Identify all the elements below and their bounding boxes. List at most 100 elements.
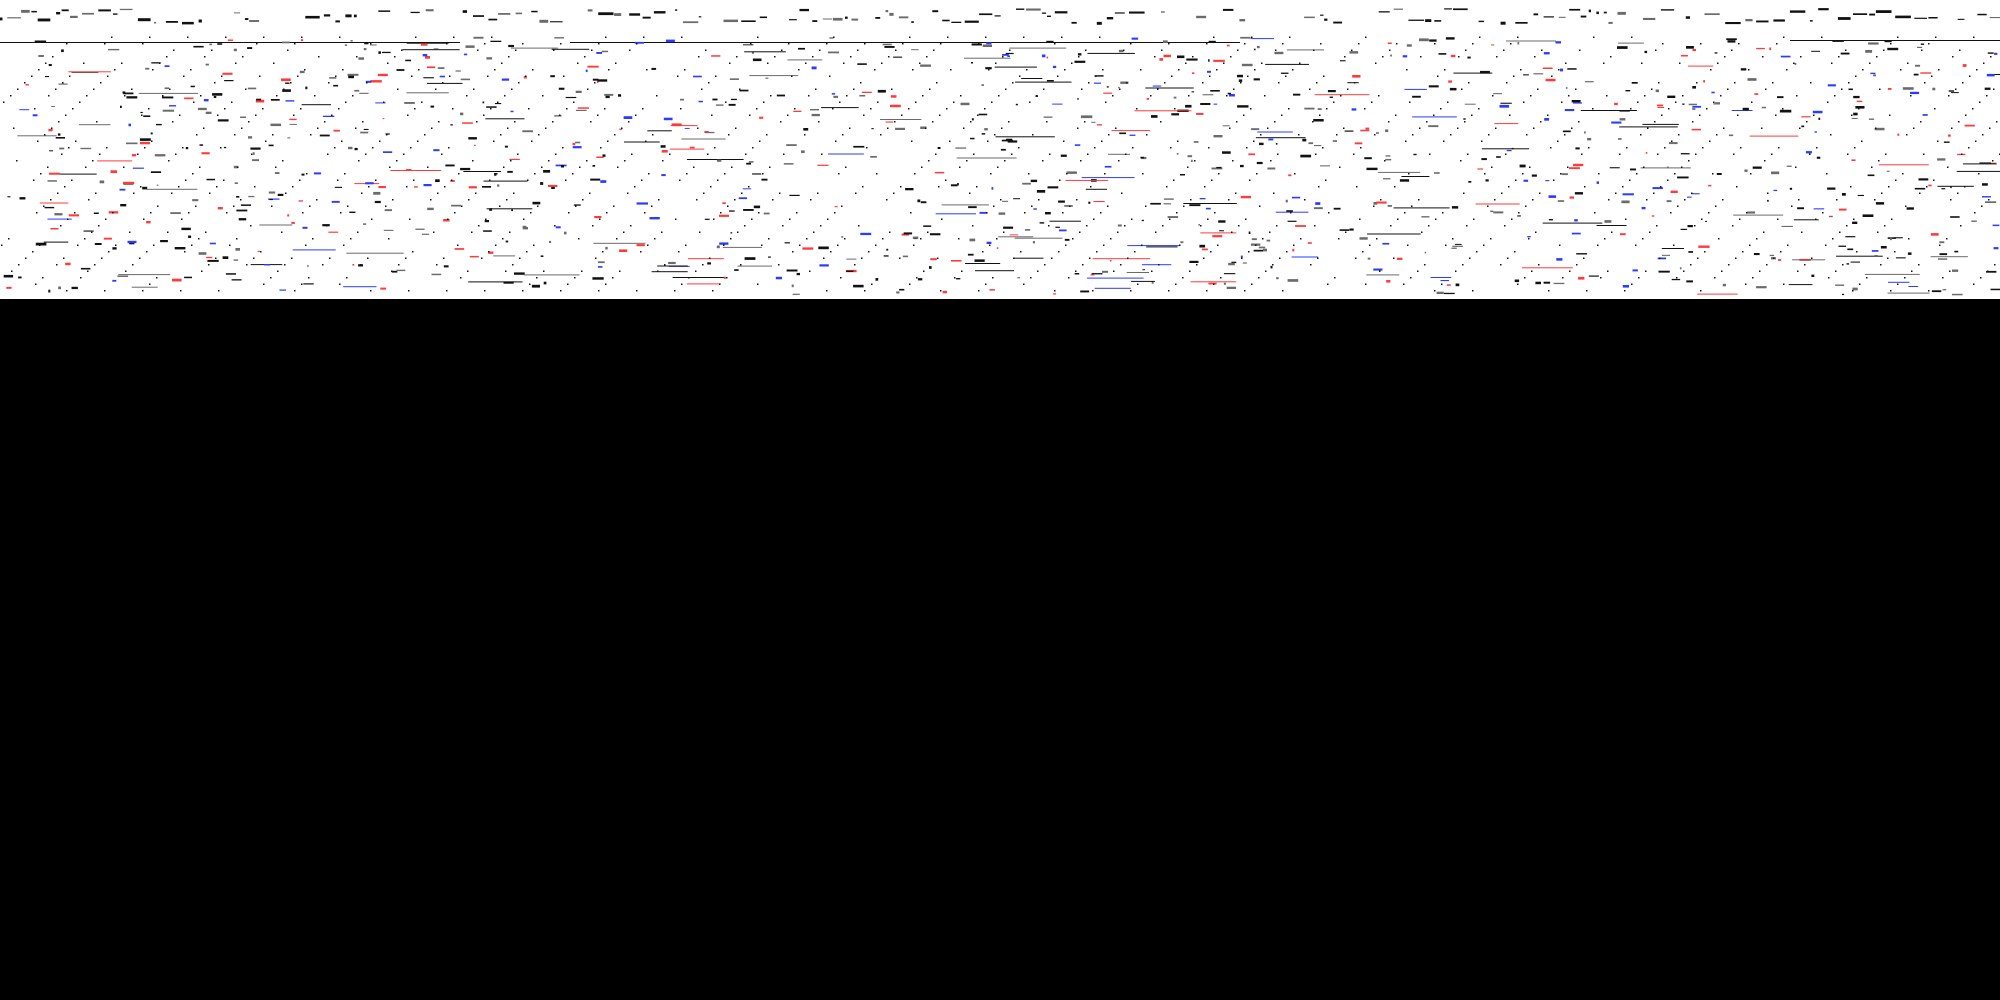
- diagonal-dot: [1168, 43, 1170, 45]
- text-fragment: [834, 206, 838, 208]
- text-fragment: [920, 64, 931, 67]
- text-fragment: [45, 76, 50, 78]
- text-fragment: [1698, 245, 1710, 248]
- diagonal-dot: [1597, 244, 1599, 246]
- diagonal-dot: [1673, 244, 1675, 246]
- diagonal-dot: [1500, 264, 1502, 266]
- text-fragment: [1313, 119, 1324, 122]
- text-fragment: [1288, 174, 1292, 177]
- text-fragment: [783, 163, 794, 165]
- text-fragment: [493, 255, 516, 257]
- text-fragment: [793, 110, 802, 112]
- diagonal-dot: [1718, 238, 1720, 240]
- text-fragment: [558, 87, 565, 90]
- text-fragment: [661, 150, 668, 153]
- text-fragment: [1838, 208, 1847, 211]
- diagonal-dot: [606, 212, 608, 214]
- diagonal-dot: [835, 140, 837, 142]
- text-fragment: [307, 265, 309, 267]
- diagonal-dot: [749, 114, 751, 116]
- text-fragment: [1240, 36, 1251, 39]
- text-fragment: [154, 154, 166, 157]
- text-fragment: [1314, 94, 1370, 96]
- diagonal-dot: [327, 153, 329, 155]
- text-fragment: [1852, 287, 1858, 291]
- diagonal-dot: [180, 290, 182, 292]
- noise-dash: [1161, 11, 1165, 13]
- noise-dash: [875, 17, 881, 19]
- text-fragment: [801, 150, 805, 154]
- diagonal-dot: [1285, 75, 1287, 77]
- diagonal-dot: [920, 238, 922, 240]
- text-fragment: [1584, 81, 1594, 83]
- text-fragment: [748, 161, 754, 163]
- diagonal-dot: [608, 69, 610, 71]
- text-fragment: [1108, 153, 1130, 155]
- diagonal-dot: [1249, 179, 1251, 181]
- diagonal-dot: [173, 49, 175, 51]
- text-fragment: [1237, 105, 1249, 108]
- text-fragment: [1344, 130, 1354, 132]
- text-fragment: [1171, 113, 1180, 116]
- text-fragment: [1295, 225, 1306, 227]
- text-fragment: [1467, 56, 1471, 59]
- text-fragment: [1339, 60, 1346, 62]
- text-fragment: [1093, 201, 1105, 203]
- diagonal-dot: [1773, 257, 1775, 259]
- text-fragment: [32, 114, 38, 117]
- diagonal-dot: [1096, 251, 1098, 253]
- text-fragment: [1255, 137, 1306, 139]
- text-fragment: [1962, 163, 1997, 165]
- text-fragment: [698, 100, 703, 103]
- diagonal-dot: [986, 212, 988, 214]
- diagonal-dot: [1018, 147, 1020, 149]
- text-fragment: [1811, 274, 1815, 277]
- text-fragment: [450, 124, 453, 126]
- diagonal-dot: [1031, 205, 1033, 207]
- noise-dash: [587, 9, 593, 12]
- noise-dash: [1977, 13, 1987, 16]
- text-fragment: [1918, 178, 1929, 181]
- noise-dash: [515, 12, 523, 15]
- diagonal-dot: [788, 43, 790, 45]
- text-fragment: [120, 204, 127, 207]
- diagonal-dot: [1188, 95, 1190, 97]
- diagonal-dot: [350, 238, 352, 240]
- diagonal-dot: [1104, 173, 1106, 175]
- text-fragment: [911, 49, 919, 51]
- diagonal-dot: [1853, 218, 1855, 220]
- text-fragment: [1152, 85, 1162, 87]
- text-fragment: [1451, 247, 1457, 249]
- diagonal-dot: [674, 290, 676, 292]
- text-fragment: [1002, 200, 1009, 202]
- text-fragment: [955, 147, 967, 149]
- text-fragment: [1383, 178, 1391, 180]
- noise-dash: [21, 9, 30, 13]
- text-fragment: [573, 204, 581, 206]
- text-fragment: [1202, 94, 1214, 96]
- text-fragment: [1575, 147, 1580, 150]
- diagonal-dot: [1457, 127, 1459, 129]
- diagonal-dot: [1871, 166, 1873, 168]
- text-fragment: [669, 148, 705, 150]
- text-fragment: [1259, 142, 1264, 146]
- text-fragment: [126, 142, 138, 145]
- diagonal-dot: [1993, 88, 1995, 90]
- noise-dash: [531, 10, 538, 13]
- diagonal-dot: [125, 270, 127, 272]
- diagonal-dot: [1137, 283, 1139, 285]
- diagonal-dot: [1369, 244, 1371, 246]
- text-fragment: [17, 135, 57, 137]
- diagonal-dot: [1245, 218, 1247, 220]
- diagonal-dot: [71, 179, 73, 181]
- diagonal-dot: [927, 231, 929, 233]
- text-fragment: [819, 264, 829, 267]
- text-fragment: [956, 157, 1017, 159]
- diagonal-dot: [1979, 101, 1981, 103]
- diagonal-dot: [1780, 251, 1782, 253]
- text-fragment: [209, 43, 212, 46]
- diagonal-dot: [978, 290, 980, 292]
- diagonal-dot: [1200, 225, 1202, 227]
- text-fragment: [236, 209, 248, 212]
- text-fragment: [884, 46, 895, 48]
